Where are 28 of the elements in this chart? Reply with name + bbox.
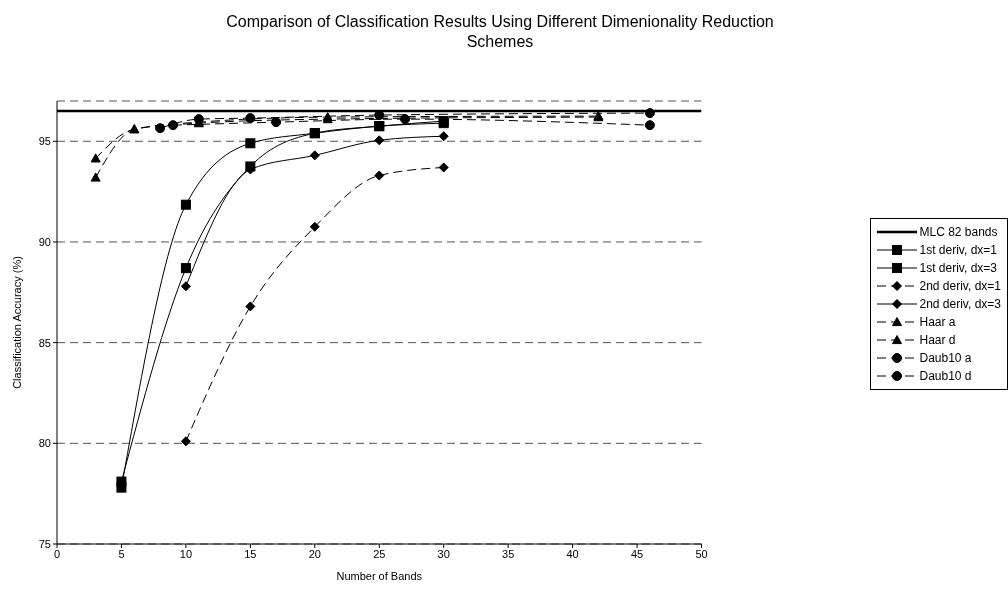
legend-label: 2nd deriv, dx=3 — [919, 297, 1001, 311]
x-tick-label: 30 — [437, 547, 450, 560]
x-tick-label: 20 — [308, 547, 321, 560]
x-tick-label: 40 — [566, 547, 579, 560]
x-tick-label: 15 — [244, 547, 257, 560]
y-tick-label: 90 — [38, 235, 51, 248]
x-tick-label: 10 — [179, 547, 193, 560]
y-tick-label: 95 — [38, 135, 51, 148]
legend-label: Haar d — [919, 333, 956, 347]
legend-label: 1st deriv, dx=1 — [919, 243, 997, 257]
legend-label: MLC 82 bands — [919, 225, 998, 239]
legend-label: 1st deriv, dx=3 — [919, 261, 997, 275]
x-tick-label: 35 — [502, 547, 515, 560]
y-tick-label: 85 — [38, 336, 51, 349]
x-tick-label: 45 — [630, 547, 644, 560]
y-tick-label: 80 — [38, 437, 51, 450]
x-tick-label: 5 — [118, 547, 125, 560]
legend-label: Daub10 a — [919, 351, 972, 365]
legend-label: Haar a — [919, 315, 956, 329]
legend-label: 2nd deriv, dx=1 — [919, 279, 1001, 293]
y-tick-label: 75 — [38, 537, 51, 550]
y-axis-title: Classification Accuracy (%) — [10, 256, 23, 389]
x-axis-title: Number of Bands — [336, 570, 423, 582]
legend-label: Daub10 d — [919, 369, 972, 383]
x-tick-label: 0 — [53, 547, 61, 560]
chart-title: Comparison of Classification Results Using Different Dimenionality Reduction Schemes — [225, 12, 775, 52]
x-tick-label: 25 — [373, 547, 386, 560]
x-tick-label: 50 — [695, 547, 708, 560]
